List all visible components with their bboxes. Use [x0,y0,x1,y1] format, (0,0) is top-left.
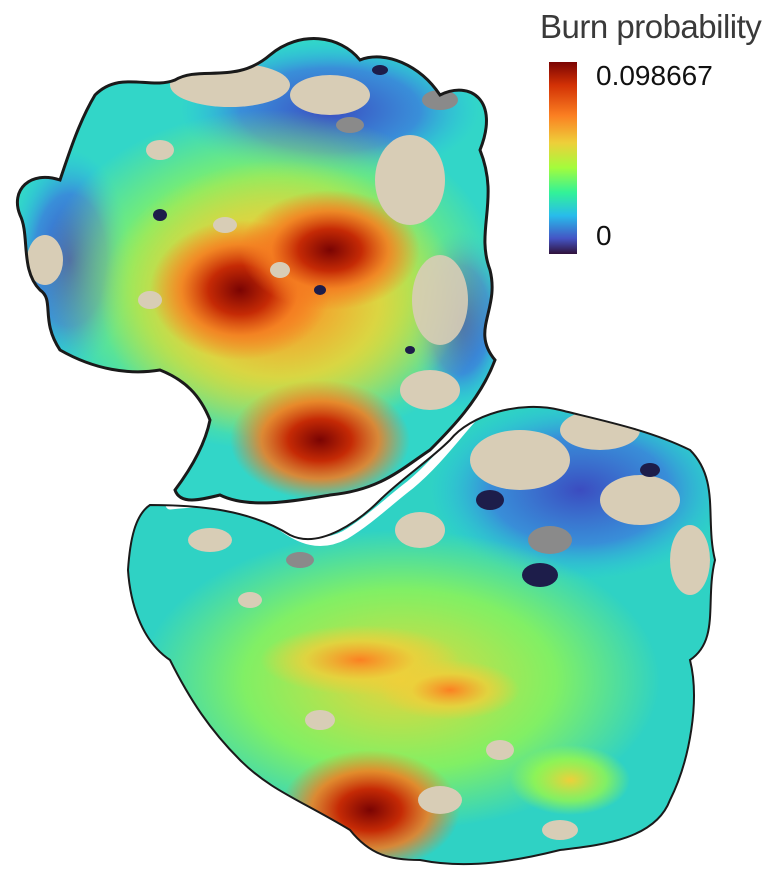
legend-max-label: 0.098667 [596,60,713,91]
north-region [17,38,495,503]
legend-min-label: 0 [596,220,612,251]
legend-title: Burn probability [540,8,762,45]
legend-colorbar [549,62,577,254]
river [165,405,485,547]
south-region [128,406,715,865]
